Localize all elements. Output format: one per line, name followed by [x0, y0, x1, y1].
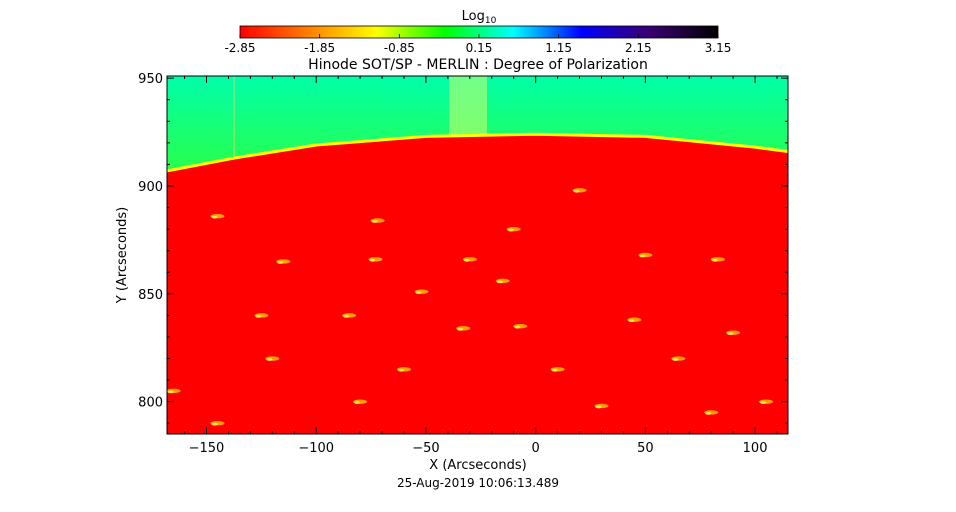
colorbar-tick-label: 2.15	[625, 41, 652, 55]
bright-feature-core	[211, 215, 218, 219]
colorbar-tick-label: 3.15	[705, 41, 732, 55]
timestamp: 25-Aug-2019 10:06:13.489	[397, 476, 559, 490]
bright-feature-core	[277, 261, 284, 264]
bright-feature-core	[514, 325, 521, 329]
plot-area	[167, 76, 788, 434]
bright-features	[167, 188, 774, 426]
bright-feature-core	[551, 368, 558, 372]
bright-feature-core	[255, 314, 262, 318]
bright-feature-core	[760, 401, 767, 405]
bright-feature-core	[369, 258, 376, 262]
y-axis: 800 850 900 950	[138, 72, 788, 424]
colorbar-tick-label: 1.15	[545, 41, 572, 55]
bright-feature-core	[573, 189, 580, 193]
bright-feature-core	[727, 332, 734, 336]
x-axis-label: X (Arcseconds)	[429, 458, 526, 473]
colorbar-label: Log10	[462, 9, 497, 26]
x-tick-label: −150	[189, 441, 225, 456]
solar-disk	[167, 134, 788, 434]
limb-rim	[167, 132, 788, 173]
y-tick-label: 800	[138, 396, 163, 411]
y-axis-label: Y (Arcseconds)	[115, 207, 130, 304]
bright-feature-core	[266, 358, 273, 361]
bright-feature-core	[354, 401, 361, 405]
bright-feature-core	[463, 258, 470, 262]
x-axis: −150 −100 −50 0 50 100	[184, 76, 778, 456]
colorbar-ticks: -2.85 -1.85 -0.85 0.15 1.15 2.15 3.15	[224, 34, 731, 55]
x-tick-label: 100	[743, 441, 768, 456]
bright-feature-core	[639, 254, 646, 258]
colorbar-tick-label: -2.85	[224, 41, 255, 55]
y-tick-label: 900	[138, 180, 163, 195]
bright-feature-core	[415, 291, 422, 295]
bright-feature-core	[371, 220, 378, 223]
bright-feature-core	[167, 390, 174, 394]
colorbar-tick-label: -0.85	[384, 41, 415, 55]
x-tick-label: 50	[637, 441, 654, 456]
bright-feature-core	[705, 412, 712, 415]
bright-feature-core	[211, 422, 218, 426]
x-tick-label: 0	[532, 441, 540, 456]
bright-feature-core	[507, 228, 514, 232]
colorbar-tick-label: -1.85	[304, 41, 335, 55]
bright-feature-core	[457, 327, 464, 331]
chart-title: Hinode SOT/SP - MERLIN : Degree of Polar…	[308, 57, 648, 73]
bright-feature-core	[397, 368, 404, 372]
colorbar-tick-label: 0.15	[466, 41, 493, 55]
colorbar: Log10 -2.85 -1.85 -0.85 0.15 1.15 2.15 3.15	[224, 9, 731, 55]
y-tick-label: 850	[138, 288, 163, 303]
bright-feature-core	[496, 280, 503, 284]
bright-feature-core	[343, 314, 350, 318]
plot-frame	[166, 75, 789, 435]
bright-feature-core	[672, 358, 679, 361]
x-tick-label: −50	[412, 441, 439, 456]
bright-feature-core	[711, 258, 718, 262]
x-tick-label: −100	[298, 441, 334, 456]
scan-band	[449, 76, 487, 136]
bright-feature-core	[628, 319, 635, 323]
bright-feature-core	[595, 405, 602, 409]
y-tick-label: 950	[138, 72, 163, 87]
